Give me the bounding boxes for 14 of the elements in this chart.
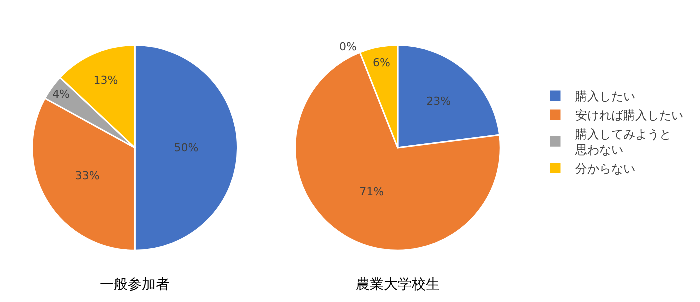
data-label: 23% (426, 95, 452, 108)
text: 一般参加者 (100, 277, 170, 293)
legend-label: 購入したい (576, 90, 636, 104)
data-label: 33% (75, 170, 100, 183)
legend-label: 分からない (576, 162, 636, 176)
text: 0% (339, 40, 357, 54)
data-label: 6% (373, 56, 390, 70)
legend-label: 購入してみようと思わない (574, 128, 672, 158)
text: 農業大学校生 (356, 277, 440, 293)
data-label: 4% (52, 88, 70, 101)
data-label: 50% (174, 141, 199, 154)
data-label: 13% (94, 74, 118, 88)
legend-label: 安ければ購入したい (576, 108, 684, 123)
data-label: 71% (360, 186, 384, 199)
